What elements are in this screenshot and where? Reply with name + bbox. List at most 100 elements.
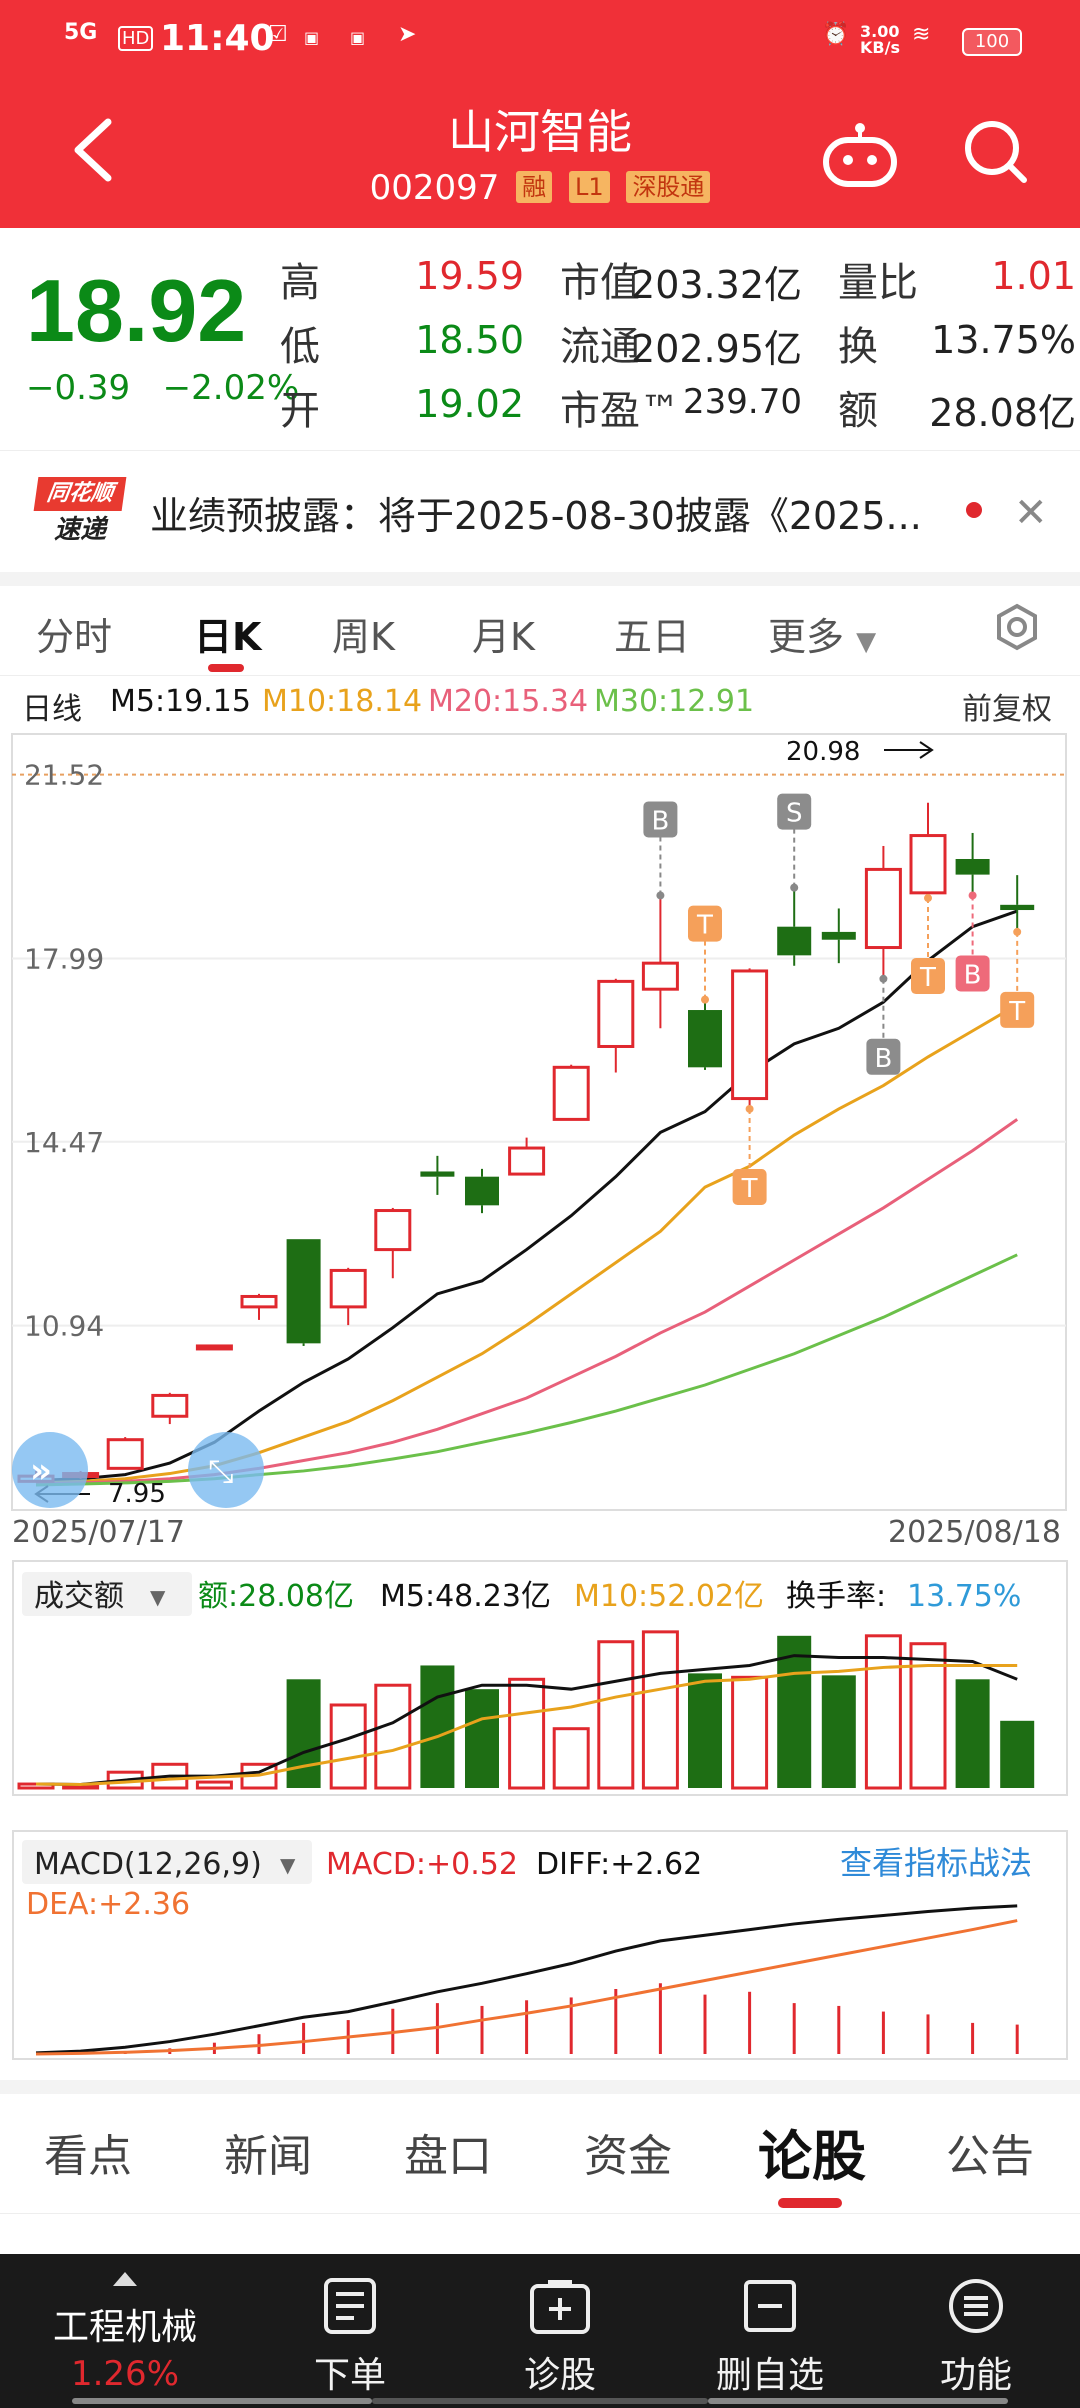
alarm-icon: ⏰ [822, 22, 850, 47]
open-value: 19.02 [415, 382, 524, 426]
marker-dot [1013, 927, 1022, 936]
tab-discussion[interactable]: 论股 [758, 2125, 866, 2188]
tab-intraday[interactable]: 分时 [36, 615, 113, 659]
volume-bars [17, 1630, 1035, 1790]
candle-body [777, 926, 812, 956]
gesture-bar [72, 2398, 372, 2404]
x-end-date: 2025/08/18 [888, 1515, 1061, 1550]
add-box-icon [530, 2280, 590, 2334]
battery-indicator: 100 [962, 28, 1022, 56]
unread-dot [966, 502, 982, 518]
notice-text[interactable]: 业绩预披露：将于2025-08-30披露《2025... [150, 494, 922, 538]
volume-bar [731, 1675, 769, 1790]
volume-bar [821, 1675, 856, 1788]
back-button[interactable] [60, 110, 130, 190]
scroll-left-button[interactable]: » [12, 1432, 88, 1508]
search-button[interactable] [960, 116, 1032, 188]
ma-legend: 日线 M5:19.15 M10:18.14 M20:15.34 M30:12.9… [0, 680, 1080, 730]
marker-badge [688, 905, 722, 942]
candle-body [731, 969, 769, 1101]
search-icon [965, 121, 1027, 183]
zoom-button[interactable]: ⤡ [188, 1432, 264, 1508]
tab-five-day[interactable]: 五日 [614, 615, 691, 659]
active-tab-indicator [778, 2198, 842, 2208]
volume-chart[interactable]: 成交额 ▼ 额:28.08亿 M5:48.23亿 M10:52.02亿 换手率:… [12, 1560, 1068, 1796]
turnover-label: 换 [838, 324, 878, 370]
period-tabs: 分时 日K 周K 月K 五日 更多 ▼ [0, 586, 1080, 676]
macd-indicator-selector[interactable]: MACD(12,26,9) ▼ [22, 1840, 312, 1884]
marker-label: T [1008, 997, 1025, 1027]
dea-value-label: DEA:+2.36 [26, 1887, 190, 1922]
candle-body [508, 1146, 546, 1176]
marker-badge [643, 801, 678, 838]
volume-bar [329, 1703, 367, 1790]
diagnose-button[interactable]: 诊股 [470, 2254, 650, 2408]
close-notice-button[interactable]: ✕ [1014, 490, 1048, 536]
document-icon [324, 2278, 376, 2334]
order-button[interactable]: 下单 [260, 2254, 440, 2408]
ma20-label: M20:15.34 [428, 684, 589, 719]
volume-bar [864, 1634, 902, 1790]
min-price-label: 7.95 [108, 1479, 166, 1509]
candle-body [821, 931, 856, 940]
tab-news[interactable]: 新闻 [224, 2131, 312, 2182]
low-label: 低 [280, 324, 320, 370]
robot-assistant-button[interactable] [820, 120, 900, 190]
volume-bar [909, 1642, 947, 1790]
ma-line-m30 [35, 1253, 1018, 1487]
indicator-strategy-link[interactable]: 查看指标战法 [840, 1844, 1032, 1882]
candle-body [151, 1393, 189, 1418]
volume-ma-m5 [35, 1654, 1018, 1786]
notice-banner[interactable]: 同花顺 速递 业绩预披露：将于2025-08-30披露《2025... [0, 450, 1080, 570]
minus-box-icon [744, 2280, 796, 2332]
toutiao-icon-2: ▣ [350, 28, 366, 47]
turnover-value: 13.75% [931, 318, 1076, 362]
x-start-date: 2025/07/17 [12, 1515, 185, 1550]
marker-dot [924, 894, 932, 903]
candle-body [240, 1294, 278, 1309]
active-tab-indicator [208, 664, 244, 672]
kline-frame [11, 733, 1067, 1511]
sector-button[interactable]: 工程机械 1.26% [0, 2254, 250, 2408]
y-tick-label: 14.47 [24, 1126, 104, 1159]
volume-bar [195, 1780, 233, 1790]
volume-bar [641, 1630, 679, 1790]
pe-value: 239.70 [683, 382, 802, 422]
volume-bar [286, 1679, 321, 1788]
tab-announcements[interactable]: 公告 [946, 2131, 1034, 2182]
tab-highlights[interactable]: 看点 [44, 2131, 132, 2182]
ma5-label: M5:19.15 [110, 684, 251, 719]
functions-button[interactable]: 功能 [886, 2254, 1066, 2408]
tab-daily-k[interactable]: 日K [194, 615, 262, 659]
tab-more[interactable]: 更多 ▼ [768, 615, 877, 659]
chart-settings-button[interactable] [992, 602, 1042, 661]
svg-text:MACD(12,26,9): MACD(12,26,9) [34, 1847, 262, 1882]
section-divider [0, 2080, 1080, 2094]
volume-bar [420, 1665, 455, 1788]
y-tick-label: 17.99 [24, 942, 104, 975]
y-tick-label: 10.94 [24, 1310, 104, 1343]
marker-badge [911, 958, 945, 995]
adjust-button[interactable]: 前复权 [962, 692, 1052, 727]
turnover-rate-value: 13.75% [907, 1579, 1021, 1614]
volume-indicator-selector[interactable]: 成交额 ▼ [22, 1572, 192, 1616]
send-icon: ➤ [398, 22, 417, 47]
tab-monthly-k[interactable]: 月K [472, 615, 535, 659]
tab-orderbook[interactable]: 盘口 [404, 2131, 492, 2182]
sector-name: 工程机械 [52, 2307, 197, 2348]
volume-bar [465, 1689, 499, 1788]
candle-body [955, 858, 990, 875]
volume-bar [955, 1679, 990, 1788]
candle-body [195, 1344, 233, 1351]
macd-histogram [79, 1983, 1019, 2054]
tag-connect: 深股通 [626, 171, 711, 203]
remove-watchlist-button[interactable]: 删自选 [680, 2254, 860, 2408]
chevron-left-icon [74, 118, 112, 182]
tab-funds[interactable]: 资金 [584, 2131, 672, 2182]
candle-body [864, 867, 902, 950]
kline-y-ticks: 21.52 17.99 14.47 10.94 [24, 759, 104, 1343]
tab-weekly-k[interactable]: 周K [332, 615, 395, 659]
gesture-bar-2 [372, 2398, 708, 2404]
macd-chart[interactable]: MACD(12,26,9) ▼ MACD:+0.52 DIFF:+2.62 查看… [12, 1830, 1068, 2060]
